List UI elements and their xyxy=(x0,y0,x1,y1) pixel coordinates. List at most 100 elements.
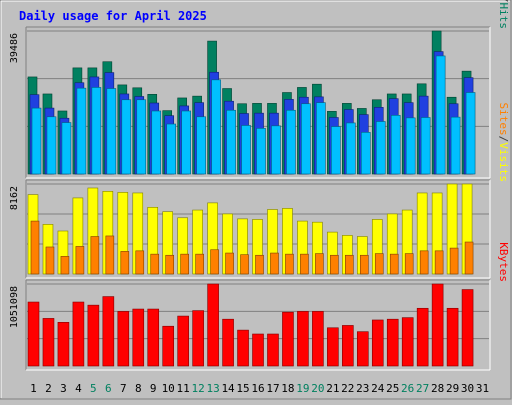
panel-visits-sites: 8162 Sites/Visits xyxy=(9,103,510,279)
panel-hits-files-pages: 39486 Pages/Files/Hits xyxy=(9,0,510,179)
bar-kbytes-day-22 xyxy=(342,325,354,367)
bar-pages-day-24 xyxy=(375,121,386,175)
bar-sites-day-27 xyxy=(419,250,429,275)
x-tick-label: 5 xyxy=(90,382,97,395)
x-tick-label: 10 xyxy=(162,382,175,395)
bar-sites-day-13 xyxy=(210,249,219,275)
x-tick-label: 2 xyxy=(45,382,52,395)
x-tick-label: 16 xyxy=(251,382,264,395)
bar-kbytes-day-26 xyxy=(401,317,414,367)
x-tick-label: 4 xyxy=(75,382,82,395)
bar-sites-day-12 xyxy=(195,253,204,275)
x-axis-tick-labels: 1 2 3 4 5 6 7 8 9 10 11 12 13 14 15 16 17 18 19 20 21 22 23 24 2… xyxy=(30,382,489,395)
x-tick-label: 19 xyxy=(296,382,309,395)
bar-sites-day-8 xyxy=(135,250,145,275)
bar-kbytes-day-18 xyxy=(282,311,294,367)
bar-sites-day-28 xyxy=(434,250,444,275)
x-tick-label: 28 xyxy=(431,382,444,395)
x-tick-label: 17 xyxy=(266,382,279,395)
bar-pages-day-15 xyxy=(241,125,251,175)
bar-kbytes-day-14 xyxy=(222,318,234,367)
bar-kbytes-day-1 xyxy=(27,301,40,367)
x-tick-label: 13 xyxy=(206,382,219,395)
bar-kbytes-day-28 xyxy=(431,283,444,367)
x-tick-label: 1 xyxy=(30,382,37,395)
legend-part: KBytes xyxy=(497,242,510,282)
bar-sites-day-17 xyxy=(270,252,279,275)
bar-pages-day-6 xyxy=(106,88,117,175)
legend-part: Visits xyxy=(497,142,510,182)
legend-part: / xyxy=(497,136,510,143)
x-tick-label: 30 xyxy=(461,382,474,395)
x-tick-label: 6 xyxy=(105,382,112,395)
bar-pages-day-30 xyxy=(465,92,476,175)
chart-panels: 39486Pages/Files/Hits8162Sites/Visits105… xyxy=(9,0,510,371)
bar-sites-day-6 xyxy=(105,235,115,275)
bar-sites-day-18 xyxy=(285,253,294,275)
bar-sites-day-11 xyxy=(180,253,189,275)
bar-sites-day-14 xyxy=(225,252,234,275)
bar-pages-day-19 xyxy=(301,103,311,175)
bar-pages-day-28 xyxy=(435,55,446,175)
bar-pages-day-9 xyxy=(151,110,162,175)
bar-pages-day-2 xyxy=(46,116,57,175)
x-tick-label: 26 xyxy=(401,382,414,395)
bar-kbytes-day-6 xyxy=(102,296,115,367)
bar-pages-day-27 xyxy=(420,117,431,175)
bar-kbytes-day-25 xyxy=(386,318,399,367)
bar-kbytes-day-12 xyxy=(192,310,204,367)
right-legend-label: Pages/Files/Hits xyxy=(497,0,510,29)
x-tick-label: 27 xyxy=(416,382,429,395)
bar-pages-day-25 xyxy=(390,115,401,175)
bar-pages-day-13 xyxy=(211,79,221,175)
bar-sites-day-10 xyxy=(165,254,175,275)
bar-sites-day-16 xyxy=(255,254,264,275)
bar-pages-day-21 xyxy=(331,126,341,175)
bar-kbytes-day-4 xyxy=(72,301,85,367)
bar-pages-day-4 xyxy=(76,87,87,175)
axis-max-label: 8162 xyxy=(9,186,20,210)
bar-pages-day-17 xyxy=(271,125,281,175)
bar-sites-day-23 xyxy=(359,254,369,275)
x-tick-label: 23 xyxy=(356,382,369,395)
bar-kbytes-day-29 xyxy=(446,307,459,367)
chart-title: Daily usage for April 2025 xyxy=(19,9,207,23)
bar-sites-day-15 xyxy=(240,254,249,275)
x-tick-label: 11 xyxy=(177,382,190,395)
bar-pages-day-10 xyxy=(166,123,177,175)
bar-kbytes-day-11 xyxy=(177,315,189,367)
x-tick-label: 12 xyxy=(192,382,205,395)
bar-kbytes-day-15 xyxy=(237,329,249,367)
x-tick-label: 3 xyxy=(60,382,67,395)
bar-kbytes-day-5 xyxy=(87,304,100,367)
bar-sites-day-2 xyxy=(45,246,55,275)
bar-sites-day-21 xyxy=(330,254,339,275)
bar-pages-day-5 xyxy=(91,87,102,175)
x-tick-label: 29 xyxy=(446,382,459,395)
bar-sites-day-22 xyxy=(345,254,354,275)
bar-sites-day-7 xyxy=(120,251,130,275)
x-tick-label: 25 xyxy=(386,382,399,395)
bar-kbytes-day-30 xyxy=(461,289,474,367)
axis-max-label: 39486 xyxy=(9,33,20,63)
legend-part: Sites xyxy=(497,103,510,136)
bar-pages-day-12 xyxy=(196,116,206,175)
legend-part: Hits xyxy=(497,3,510,30)
x-tick-label: 8 xyxy=(135,382,142,395)
bar-sites-day-26 xyxy=(404,253,414,275)
bar-kbytes-day-7 xyxy=(117,311,130,367)
bar-kbytes-day-17 xyxy=(267,333,279,367)
bar-kbytes-day-23 xyxy=(356,331,369,367)
bar-kbytes-day-10 xyxy=(162,325,175,367)
x-tick-label: 24 xyxy=(371,382,385,395)
bar-pages-day-11 xyxy=(181,110,191,175)
bar-kbytes-day-24 xyxy=(371,319,384,367)
x-tick-label: 15 xyxy=(236,382,249,395)
bar-kbytes-day-19 xyxy=(297,311,309,367)
bar-pages-day-1 xyxy=(31,107,42,175)
bar-sites-day-4 xyxy=(75,246,85,275)
bar-kbytes-day-27 xyxy=(416,307,429,367)
bar-kbytes-day-2 xyxy=(42,318,55,367)
